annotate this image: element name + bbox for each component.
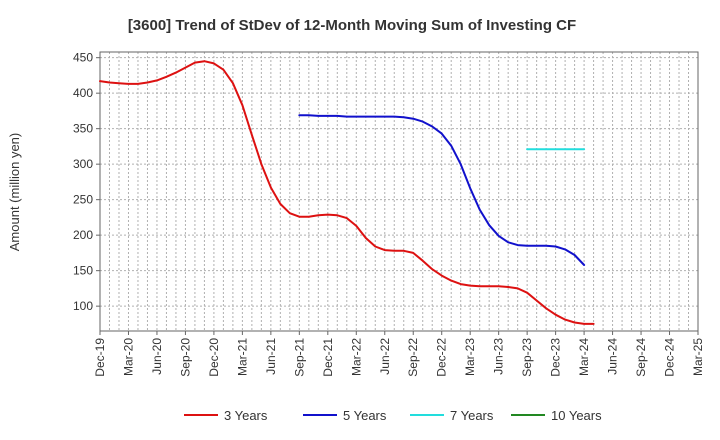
x-tick-label: Dec-23 bbox=[549, 338, 563, 377]
x-tick-label: Mar-20 bbox=[121, 338, 135, 376]
y-tick-label: 300 bbox=[73, 157, 93, 171]
x-tick-label: Jun-20 bbox=[150, 338, 164, 375]
x-tick-label: Dec-24 bbox=[663, 338, 677, 377]
x-tick-label: Mar-23 bbox=[463, 338, 477, 376]
y-tick-label: 350 bbox=[73, 122, 93, 136]
x-tick-label: Jun-23 bbox=[492, 338, 506, 375]
plot-area bbox=[99, 51, 699, 332]
legend: 3 Years 5 Years 7 Years 10 Years bbox=[184, 408, 602, 423]
x-tick-label: Dec-19 bbox=[93, 338, 107, 377]
x-tick-label: Mar-21 bbox=[235, 338, 249, 376]
x-tick-label: Dec-20 bbox=[207, 338, 221, 377]
legend-label-7-years: 7 Years bbox=[450, 408, 494, 423]
y-tick-label: 250 bbox=[73, 193, 93, 207]
x-tick-label: Mar-24 bbox=[577, 338, 591, 376]
x-tick-label: Jun-21 bbox=[264, 338, 278, 375]
y-tick-label: 450 bbox=[73, 51, 93, 65]
series-line-5-years bbox=[298, 114, 586, 266]
x-tick-label: Sep-20 bbox=[178, 338, 192, 377]
x-tick-label: Sep-22 bbox=[406, 338, 420, 377]
x-tick-label: Jun-24 bbox=[606, 338, 620, 375]
legend-label-5-years: 5 Years bbox=[343, 408, 387, 423]
series-lines bbox=[99, 60, 595, 325]
y-tick-label: 200 bbox=[73, 228, 93, 242]
y-tick-label: 100 bbox=[73, 299, 93, 313]
x-tick-label: Mar-22 bbox=[349, 338, 363, 376]
x-tick-label: Sep-24 bbox=[634, 338, 648, 377]
y-axis: 100 150 200 250 300 350 400 450 bbox=[73, 51, 100, 313]
x-tick-label: Mar-25 bbox=[691, 338, 705, 376]
x-tick-label: Dec-22 bbox=[435, 338, 449, 377]
legend-label-10-years: 10 Years bbox=[551, 408, 602, 423]
x-tick-label: Jun-22 bbox=[378, 338, 392, 375]
x-tick-label: Sep-21 bbox=[292, 338, 306, 377]
x-tick-label: Sep-23 bbox=[520, 338, 534, 377]
chart-title: [3600] Trend of StDev of 12-Month Moving… bbox=[128, 17, 576, 34]
grid bbox=[99, 52, 699, 331]
y-tick-label: 400 bbox=[73, 86, 93, 100]
x-axis: Dec-19 Mar-20 Jun-20 Sep-20 Dec-20 Mar-21 Jun-… bbox=[93, 331, 705, 377]
y-axis-label: Amount (million yen) bbox=[7, 133, 22, 252]
series-line-3-years bbox=[99, 60, 595, 325]
x-tick-label: Dec-21 bbox=[321, 338, 335, 377]
legend-label-3-years: 3 Years bbox=[224, 408, 268, 423]
y-tick-label: 150 bbox=[73, 264, 93, 278]
